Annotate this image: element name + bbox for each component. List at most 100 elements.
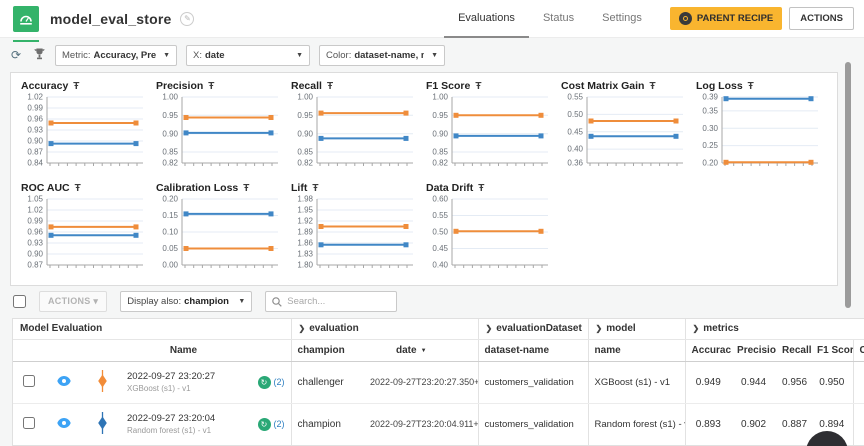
column-header-accuracy[interactable]: Accuracy — [684, 339, 732, 362]
truncated-cell — [852, 403, 864, 445]
svg-text:0.55: 0.55 — [567, 93, 583, 102]
chart-title: Log Loss — [696, 80, 743, 92]
accuracy-cell: 0.893 — [684, 403, 732, 445]
metric-select[interactable]: Metric: Accuracy, Precision, Reca ▼ — [55, 44, 177, 66]
charts-panel: Accuracy Ŧ 1.02 0.99 0.96 0.93 0.90 0.87 0.84 Pre… — [10, 72, 838, 286]
svg-text:0.15: 0.15 — [162, 211, 178, 220]
pin-icon[interactable]: Ŧ — [73, 80, 80, 92]
bulk-actions-button[interactable]: ACTIONS ▾ — [39, 291, 108, 312]
svg-text:1.02: 1.02 — [27, 93, 43, 102]
column-header-preview — [45, 339, 83, 362]
color-select[interactable]: Color: dataset-name, name ▼ — [319, 44, 445, 66]
evaluation-timestamp[interactable]: 2022-09-27 23:20:27 — [127, 371, 216, 382]
table-row[interactable]: 2022-09-27 23:20:27 XGBoost (s1) - v1 ↻ … — [13, 361, 864, 404]
svg-text:0.05: 0.05 — [162, 244, 178, 253]
display-also-select[interactable]: Display also: champion ▼ — [120, 291, 253, 312]
group-evaluation[interactable]: ❯ evaluation — [290, 319, 479, 340]
column-header-champion[interactable]: champion — [290, 339, 365, 362]
search-input[interactable] — [287, 296, 388, 307]
evaluations-count-link[interactable]: (2) — [273, 377, 285, 387]
x-axis-select[interactable]: X: date ▼ — [186, 44, 310, 66]
svg-text:0.50: 0.50 — [567, 110, 583, 119]
chart-plot: 0.55 0.50 0.45 0.40 0.36 — [567, 93, 683, 168]
svg-text:0.99: 0.99 — [27, 217, 43, 226]
column-header-date[interactable]: date ▼ — [364, 339, 479, 362]
column-header-model-name[interactable]: name — [587, 339, 686, 362]
pin-icon[interactable]: Ŧ — [649, 80, 656, 92]
svg-text:1.80: 1.80 — [297, 261, 313, 270]
tab-status[interactable]: Status — [542, 11, 575, 24]
chart-plot: 0.60 0.55 0.50 0.45 0.40 — [432, 195, 548, 270]
pin-icon[interactable]: Ŧ — [208, 80, 215, 92]
column-header-precision[interactable]: Precision — [731, 339, 777, 362]
preview-eye-icon[interactable] — [57, 375, 71, 389]
x-select-value: date — [204, 49, 225, 61]
parent-recipe-button[interactable]: PARENT RECIPE — [669, 7, 783, 30]
pin-icon[interactable]: Ŧ — [478, 182, 485, 194]
edit-description-icon[interactable]: ✎ — [180, 11, 195, 26]
chart-title: Lift — [291, 182, 308, 194]
pin-icon[interactable]: Ŧ — [243, 182, 250, 194]
column-header-model-icon — [83, 339, 121, 362]
evaluations-count-link[interactable]: (2) — [273, 419, 285, 429]
precision-cell: 0.944 — [731, 361, 777, 404]
model-versions-icon: ↻ — [257, 375, 271, 389]
evaluations-table-panel: Model Evaluation ❯ evaluation ❯ evaluation… — [12, 318, 864, 446]
svg-text:0.55: 0.55 — [432, 211, 448, 220]
column-header-name[interactable]: Name — [121, 339, 246, 362]
precision-cell: 0.902 — [731, 403, 777, 445]
pin-icon[interactable]: Ŧ — [475, 80, 482, 92]
tab-settings[interactable]: Settings — [602, 11, 642, 24]
column-header-cost-matrix-gain[interactable]: Cost Matrix Gain — [852, 339, 864, 362]
group-evaluation-dataset[interactable]: ❯ evaluationDataset — [477, 319, 589, 340]
pin-icon[interactable]: Ŧ — [747, 80, 754, 92]
pin-icon[interactable]: Ŧ — [74, 182, 81, 194]
svg-text:1.05: 1.05 — [27, 195, 43, 204]
column-header-dataset-name[interactable]: dataset-name — [477, 339, 589, 362]
group-model[interactable]: ❯ model — [587, 319, 686, 340]
filter-bar: ⟳ Metric: Accuracy, Precision, Reca ▼ X:… — [0, 38, 864, 72]
saved-model-icon — [97, 369, 108, 395]
recall-cell: 0.956 — [776, 361, 812, 404]
chart-plot: 1.00 0.95 0.90 0.85 0.82 — [432, 93, 548, 168]
trophy-metrics-icon[interactable] — [32, 48, 46, 63]
refresh-icon[interactable]: ⟳ — [10, 48, 22, 62]
chart-title: Calibration Loss — [156, 182, 239, 194]
svg-text:1.00: 1.00 — [162, 93, 178, 102]
vertical-scrollbar[interactable] — [845, 62, 851, 308]
svg-text:0.99: 0.99 — [27, 104, 43, 113]
row-checkbox[interactable] — [23, 416, 35, 429]
evaluation-timestamp[interactable]: 2022-09-27 23:20:04 — [127, 413, 216, 424]
x-select-label: X: — [193, 49, 202, 61]
svg-text:0.90: 0.90 — [432, 129, 448, 138]
svg-text:0.20: 0.20 — [702, 159, 718, 168]
chart-recall: Recall Ŧ 1.00 0.95 0.90 0.85 0.82 — [287, 77, 422, 179]
chart-data-drift: Data Drift Ŧ 0.60 0.55 0.50 0.45 0.40 — [422, 179, 557, 281]
chart-f1-score: F1 Score Ŧ 1.00 0.95 0.90 0.85 0.82 — [422, 77, 557, 179]
svg-text:0.95: 0.95 — [432, 111, 448, 120]
champion-cell: champion — [290, 403, 365, 445]
pin-icon[interactable]: Ŧ — [312, 182, 319, 194]
tab-evaluations[interactable]: Evaluations — [444, 0, 529, 38]
actions-button[interactable]: ACTIONS — [789, 7, 854, 30]
chart-title: Data Drift — [426, 182, 474, 194]
chart-accuracy: Accuracy Ŧ 1.02 0.99 0.96 0.93 0.90 0.87 0.84 — [17, 77, 152, 179]
sort-desc-icon: ▼ — [420, 347, 427, 354]
chart-roc-auc: ROC AUC Ŧ 1.05 1.02 0.99 0.96 0.93 0.90 0.87 — [17, 179, 152, 281]
svg-text:0.25: 0.25 — [702, 141, 718, 150]
svg-text:0.45: 0.45 — [567, 127, 583, 136]
row-checkbox[interactable] — [23, 374, 35, 387]
page-title: model_eval_store — [50, 10, 172, 27]
date-cell: 2022-09-27T23:20:04.911+0000 — [364, 403, 479, 445]
group-metrics[interactable]: ❯ metrics — [684, 319, 864, 340]
table-row[interactable]: 2022-09-27 23:20:04 Random forest (s1) -… — [13, 403, 864, 445]
chart-log-loss: Log Loss Ŧ 0.39 0.35 0.30 0.25 0.20 — [692, 77, 827, 179]
select-all-checkbox[interactable] — [13, 295, 26, 308]
column-header-f1[interactable]: F1 Score — [811, 339, 854, 362]
preview-eye-icon[interactable] — [57, 417, 71, 431]
svg-text:1.92: 1.92 — [297, 217, 313, 226]
pin-icon[interactable]: Ŧ — [326, 80, 334, 92]
column-header-recall[interactable]: Recall — [776, 339, 812, 362]
model-version-label: XGBoost (s1) - v1 — [127, 384, 191, 393]
floating-button[interactable] — [806, 431, 848, 446]
